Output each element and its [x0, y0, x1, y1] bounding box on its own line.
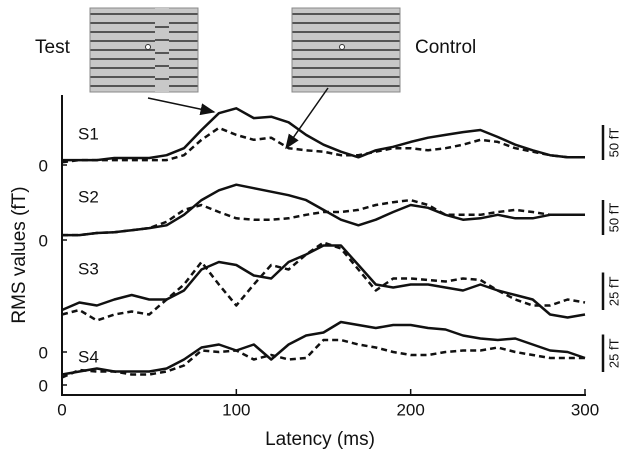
- x-tick-label: 300: [571, 400, 599, 419]
- annotation: Test: [35, 37, 71, 58]
- panel-label: S3: [78, 259, 99, 278]
- trace-dashed: [61, 241, 586, 322]
- test-arrow: [147, 97, 216, 116]
- control-arrow: [285, 87, 329, 150]
- trace-dashed: [61, 338, 585, 379]
- trace-solid: [61, 320, 586, 376]
- scale-bar-label: 25 fT: [606, 338, 621, 368]
- y-axis-label: RMS values (fT): [9, 186, 30, 323]
- trace-solid: [62, 183, 585, 237]
- y-tick-label: 0: [39, 376, 48, 395]
- y-tick-label: 0: [39, 343, 48, 362]
- x-tick-label: 0: [57, 400, 66, 419]
- trace-dashed: [62, 198, 585, 237]
- test-stimulus-icon: [89, 7, 199, 93]
- scale-bar-label: 25 fT: [606, 276, 621, 306]
- scale-bar-label: 50 fT: [606, 203, 621, 233]
- scale-bar-label: 50 fT: [606, 128, 621, 158]
- x-tick-label: 100: [222, 400, 250, 419]
- panel-label: S1: [78, 124, 99, 143]
- x-axis-label: Latency (ms): [265, 429, 375, 450]
- panel-label: S4: [78, 347, 99, 366]
- control-stimulus-icon: [291, 7, 401, 93]
- y-tick-label: 0: [39, 156, 48, 175]
- panel-label: S2: [78, 187, 99, 206]
- x-tick-label: 200: [396, 400, 424, 419]
- trace-solid: [62, 107, 585, 162]
- trace-dashed: [61, 126, 585, 164]
- trace-solid: [61, 244, 586, 319]
- y-tick-label: 0: [39, 231, 48, 250]
- annotation: Control: [415, 37, 476, 58]
